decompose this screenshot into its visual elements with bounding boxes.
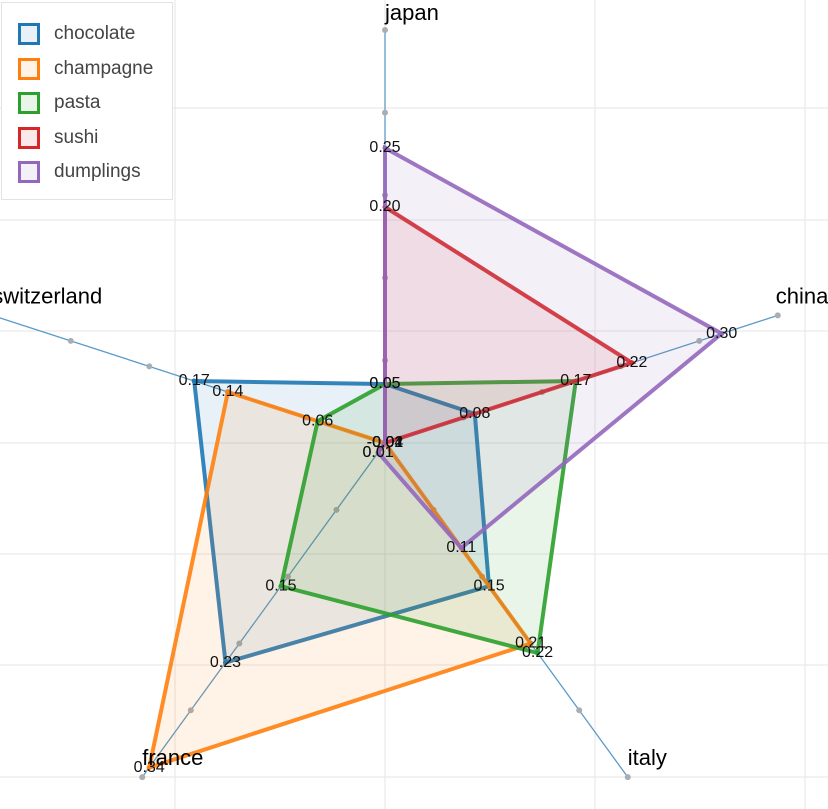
axis-labels: japan china italy france switzerland [0, 0, 828, 770]
value-label-dumplings: 0.25 [369, 139, 400, 156]
value-label-pasta: 0.06 [302, 412, 333, 429]
value-label-champagne: -0.04 [367, 434, 404, 451]
axis-label-japan: japan [384, 0, 439, 25]
axis-line-france [141, 442, 386, 778]
value-label-sushi: -0.01 [367, 434, 404, 451]
axis-tick-dot [236, 640, 243, 647]
axis-tick-dot [382, 109, 388, 116]
data-point-champagne[interactable] [146, 765, 152, 771]
legend-swatch-chocolate [18, 23, 40, 45]
legend-swatch-champagne [18, 58, 40, 80]
value-label-pasta: 0.15 [265, 577, 296, 594]
axis-tick-dot [696, 337, 703, 344]
data-point-dumplings[interactable] [382, 440, 388, 446]
value-label-chocolate: 0.15 [473, 577, 504, 594]
axis-tick-dot [139, 774, 146, 781]
legend-label: pasta [54, 92, 101, 113]
data-point-champagne[interactable] [225, 389, 231, 395]
data-point-pasta[interactable] [315, 418, 321, 424]
value-label-champagne: -0.01 [367, 434, 404, 451]
legend-swatch-sushi [18, 127, 40, 149]
axis-tick-dot [187, 707, 194, 714]
legend-item-sushi[interactable]: sushi [18, 124, 98, 152]
data-point-dumplings[interactable] [458, 545, 464, 551]
value-label-chocolate: 0.05 [369, 375, 400, 392]
data-point-pasta[interactable] [278, 583, 284, 589]
value-labels: 0.05 0.08 0.15 0.23 0.17 -0.04-0.01 0.21 0.34 0.… [134, 139, 738, 776]
legend-item-pasta[interactable]: pasta [18, 89, 100, 117]
value-label-chocolate: 0.23 [210, 654, 241, 671]
value-label-champagne: 0.14 [212, 383, 243, 400]
legend-label: sushi [54, 127, 99, 148]
axis-tick-dot [382, 27, 388, 33]
legend-item-chocolate[interactable]: chocolate [18, 20, 135, 48]
value-label-pasta: 0.22 [522, 644, 553, 661]
data-point-champagne[interactable] [528, 640, 534, 646]
legend-item-champagne[interactable]: champagne [18, 55, 153, 83]
legend-item-dumplings[interactable]: dumplings [18, 158, 141, 186]
value-label-sushi: 0.20 [369, 198, 400, 215]
axis-label-france: france [142, 745, 203, 770]
data-point-dumplings[interactable] [719, 331, 725, 337]
value-label-dumplings: 0.11 [446, 539, 476, 556]
data-point-pasta[interactable] [535, 650, 541, 656]
series-polygons [146, 144, 726, 771]
axis-tick-dot [284, 573, 291, 580]
value-label-sushi: 0.01 [362, 444, 393, 461]
series-polygon-chocolate[interactable] [191, 378, 492, 666]
value-label-sushi: -0.02 [367, 434, 404, 451]
legend-label: chocolate [54, 23, 136, 44]
value-label-champagne: 0.21 [515, 635, 546, 652]
legend: chocolate champagne pasta sushi dumpling… [1, 2, 173, 200]
axis-tick-dot [624, 774, 631, 781]
data-point-chocolate[interactable] [191, 378, 197, 384]
value-label-chocolate: 0.17 [179, 372, 210, 389]
axis-tick-dot [576, 707, 583, 714]
value-label-dumplings: 0.01 [362, 444, 393, 461]
data-point-chocolate[interactable] [222, 660, 228, 666]
axis-label-china: china [776, 283, 828, 308]
value-label-dumplings: -0.01 [367, 434, 404, 451]
value-label-dumplings: 0.30 [706, 325, 737, 342]
series-polygon-pasta[interactable] [278, 378, 579, 656]
series-polygon-dumplings[interactable] [375, 144, 726, 551]
value-label-champagne: 0.34 [134, 759, 165, 776]
value-label-pasta: 0.17 [560, 372, 591, 389]
legend-label: champagne [54, 58, 154, 79]
axis-label-switzerland: switzerland [0, 283, 102, 308]
axis-tick-dot [774, 312, 781, 319]
axis-tick-dot [67, 337, 74, 344]
legend-label: dumplings [54, 161, 141, 182]
axis-label-italy: italy [628, 745, 667, 770]
data-point-sushi[interactable] [629, 360, 635, 366]
legend-swatch-pasta [18, 92, 40, 114]
value-label-sushi: 0.22 [616, 354, 647, 371]
axis-tick-dot [333, 506, 340, 513]
axis-tick-dot [146, 363, 153, 370]
data-point-dumplings[interactable] [375, 450, 381, 456]
value-label-pasta: 0.05 [369, 375, 400, 392]
data-point-dumplings[interactable] [382, 145, 388, 151]
legend-swatch-dumplings [18, 161, 40, 183]
value-label-chocolate: 0.08 [459, 405, 490, 422]
